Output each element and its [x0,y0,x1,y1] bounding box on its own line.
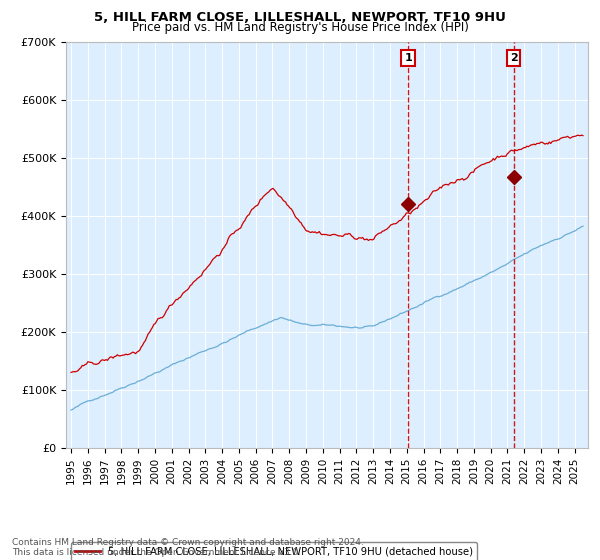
Text: 5, HILL FARM CLOSE, LILLESHALL, NEWPORT, TF10 9HU: 5, HILL FARM CLOSE, LILLESHALL, NEWPORT,… [94,11,506,24]
Text: 1: 1 [404,53,412,63]
Legend: 5, HILL FARM CLOSE, LILLESHALL, NEWPORT, TF10 9HU (detached house), HPI: Average: 5, HILL FARM CLOSE, LILLESHALL, NEWPORT,… [71,542,477,560]
Text: 2: 2 [510,53,518,63]
Text: Price paid vs. HM Land Registry's House Price Index (HPI): Price paid vs. HM Land Registry's House … [131,21,469,34]
Text: Contains HM Land Registry data © Crown copyright and database right 2024.
This d: Contains HM Land Registry data © Crown c… [12,538,364,557]
